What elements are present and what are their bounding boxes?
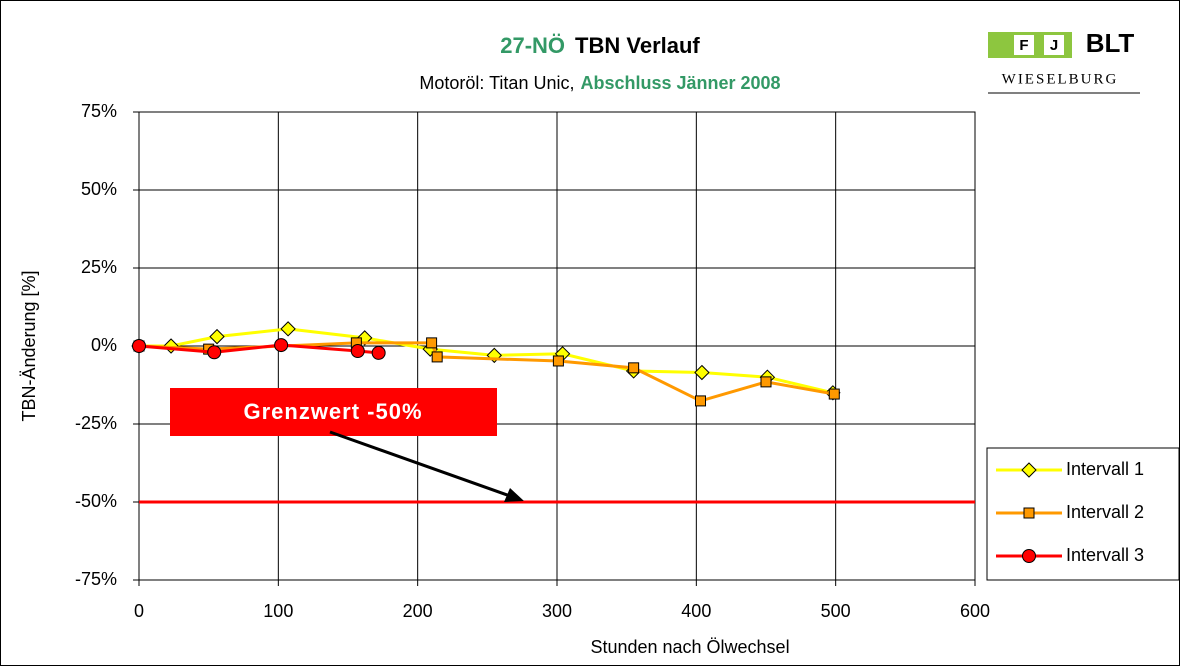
data-point (694, 364, 710, 381)
legend-marker (1022, 549, 1036, 563)
legend-label: Intervall 2 (1066, 502, 1144, 522)
subtitle-highlight: Abschluss Jänner 2008 (580, 73, 780, 93)
data-point (760, 376, 772, 388)
chart-subtitle: Motoröl: Titan Unic, Abschluss Jänner 200… (419, 73, 780, 93)
annotation: Grenzwert -50% (243, 399, 422, 424)
data-point (426, 337, 438, 349)
data-point (207, 345, 222, 360)
chart-title: 27-NÖ TBN Verlauf (500, 33, 700, 58)
data-point (628, 362, 640, 374)
legend-label: Intervall 1 (1066, 459, 1144, 479)
y-tick-label: 75% (81, 101, 117, 121)
y-tick-label: -75% (75, 569, 117, 589)
data-point (209, 328, 225, 345)
data-point (280, 321, 296, 337)
y-tick-label: 50% (81, 179, 117, 199)
logo-box (1014, 35, 1034, 55)
legend-marker (1021, 462, 1037, 478)
legend-marker (1023, 507, 1035, 519)
subtitle-text: Motoröl: Titan Unic, (419, 73, 574, 93)
x-tick-label: 500 (821, 601, 851, 621)
logo-box (1044, 35, 1064, 55)
x-tick-label: 100 (263, 601, 293, 621)
y-tick-label: 25% (81, 257, 117, 277)
y-tick-label: -25% (75, 413, 117, 433)
data-point (552, 355, 564, 367)
data-point (274, 338, 289, 353)
logo-letter: F (1019, 37, 1028, 54)
title-code: 27-NÖ (500, 33, 565, 58)
legend-label: Intervall 3 (1066, 545, 1144, 565)
logo-place: WIESELBURG (1002, 71, 1119, 87)
data-point (695, 395, 707, 407)
data-point (371, 345, 386, 360)
x-tick-label: 0 (134, 601, 144, 621)
annotation-box (170, 388, 497, 436)
y-axis-label: TBN-Änderung [%] (19, 270, 39, 421)
logo: F J BLT WIESELBURG (988, 28, 1140, 94)
series-line (139, 327, 834, 395)
x-tick-label: 200 (403, 601, 433, 621)
title-text: TBN Verlauf (575, 33, 700, 58)
x-tick-label: 400 (681, 601, 711, 621)
data-point (350, 343, 365, 358)
y-tick-label: 0% (91, 335, 117, 355)
data-point (431, 351, 443, 363)
annotation-arrowhead (504, 488, 524, 502)
x-tick-label: 300 (542, 601, 572, 621)
x-axis-label: Stunden nach Ölwechsel (590, 637, 789, 657)
logo-name: BLT (1086, 28, 1135, 58)
data-point (828, 388, 840, 400)
annotation-arrow (329, 430, 511, 498)
data-point (132, 339, 146, 353)
logo-letter: J (1050, 37, 1058, 54)
y-tick-label: -50% (75, 491, 117, 511)
x-tick-label: 600 (960, 601, 990, 621)
